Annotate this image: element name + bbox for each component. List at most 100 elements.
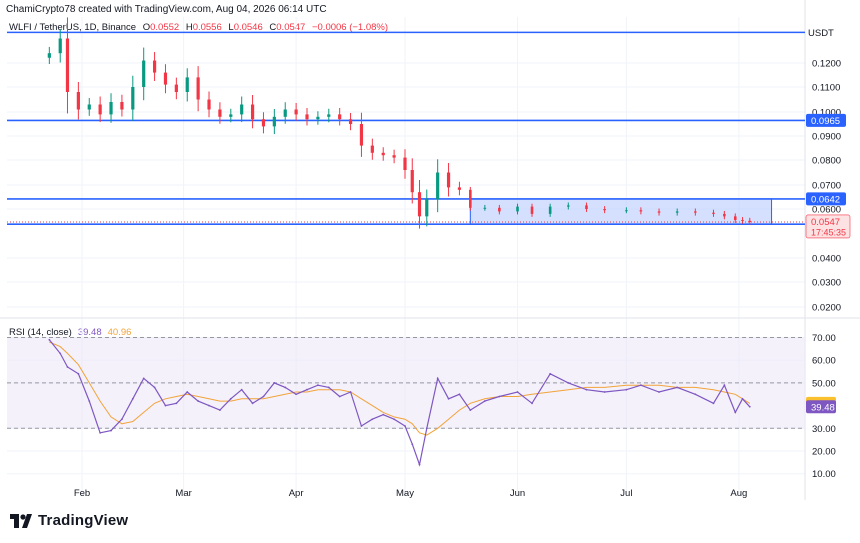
rsi-point [208, 404, 210, 407]
candle-body [483, 207, 487, 209]
candle-body [567, 205, 570, 207]
candle-body [657, 211, 661, 213]
rsi-axis-tick: 70.00 [812, 333, 836, 344]
low-label: L [228, 22, 234, 33]
rsi-point [48, 338, 51, 341]
rsi-point [382, 413, 385, 416]
candle-body [218, 109, 222, 117]
candle-body [370, 145, 374, 153]
rsi-point [88, 400, 91, 402]
candle-body [410, 170, 414, 193]
price-chart[interactable]: 0.1200 0.1100 0.1000 0.0900 0.0800 0.0700 0.06… [0, 0, 860, 500]
candle-body [425, 199, 429, 217]
candle-body [639, 210, 643, 212]
candle-body [87, 104, 91, 110]
current-price-value: 0.0547 [811, 217, 840, 228]
low-value: 0.0546 [233, 22, 263, 33]
candle-body [316, 116, 320, 120]
rsi-axis-tick: 30.00 [812, 424, 836, 435]
rsi-point [77, 372, 80, 375]
time-axis-tick: Apr [289, 488, 304, 499]
candle-body [185, 77, 189, 92]
rsi-point [603, 391, 606, 393]
rsi-point [723, 384, 726, 387]
rsi-point [284, 386, 287, 389]
candle-body [403, 157, 407, 170]
candle-body [240, 104, 244, 115]
rsi-point [639, 384, 642, 387]
symbol-name: WLFI / TetherUS, 1D, Binance [9, 22, 137, 33]
candle-body [65, 38, 70, 92]
rsi-point [110, 429, 112, 432]
candle-body [109, 102, 113, 115]
candle-body [294, 109, 298, 115]
consolidation-zone [469, 198, 773, 225]
candle-body [98, 104, 102, 115]
price-axis-tick: 0.0700 [812, 181, 841, 192]
rsi-point [251, 402, 254, 405]
candle-body [498, 207, 501, 212]
rsi-point [338, 395, 341, 398]
candle-body [694, 211, 697, 213]
candle-body [436, 172, 440, 200]
level-label: 0.0965 [811, 116, 840, 127]
rsi-ma-legend-value: 40.96 [107, 327, 132, 338]
candle-body [748, 220, 752, 222]
candle-body [348, 119, 353, 124]
price-label-bg [805, 214, 851, 239]
rsi-point [458, 393, 461, 396]
price-axis-tick: 0.0900 [812, 132, 841, 143]
time-axis-tick: Mar [175, 488, 191, 499]
candle-body [733, 216, 737, 221]
time-axis-tick: Aug [730, 488, 747, 499]
rsi-point [99, 431, 102, 434]
candle-body [675, 211, 679, 213]
rsi-point [567, 382, 570, 384]
candle-body [381, 152, 385, 156]
candle-body [131, 87, 135, 110]
candle-body [359, 124, 364, 146]
open-label: O [142, 22, 151, 33]
candle-body [723, 213, 726, 217]
rsi-point [741, 397, 744, 400]
price-axis-tick: 0.0300 [812, 278, 841, 289]
candle-body [446, 172, 451, 188]
candle-body [516, 206, 519, 212]
candle-body [392, 155, 396, 158]
candle-body [229, 114, 233, 117]
candle-body [469, 189, 472, 208]
price-axis-tick: 0.1200 [812, 59, 841, 70]
rsi-legend: RSI (14, close) 39.48 40.96 [9, 327, 131, 338]
candle-body [530, 206, 534, 214]
open-value: 0.0552 [150, 22, 180, 33]
candle-body [417, 192, 422, 217]
rsi-point [734, 411, 737, 414]
rsi-point [393, 418, 396, 421]
rsi-axis-tick: 50.00 [812, 378, 836, 389]
price-axis-tick: 0.1000 [812, 108, 841, 119]
rsi-axis-tick: 10.00 [812, 469, 836, 480]
rsi-point [327, 386, 330, 389]
candle-body [142, 60, 146, 87]
candle-body [712, 212, 715, 214]
rsi-point [316, 384, 319, 387]
price-axis-tick: 0.0200 [812, 303, 841, 314]
rsi-point [175, 402, 178, 405]
rsi-point [625, 388, 628, 391]
candle-body [272, 116, 276, 127]
time-axis-tick: May [396, 488, 414, 499]
candle-body [76, 92, 80, 110]
rsi-label: 39.48 [811, 402, 835, 413]
time-axis-tick: Feb [74, 488, 90, 499]
candle-body [327, 114, 331, 117]
rsi-point [66, 366, 69, 368]
rsi-point [411, 443, 414, 446]
candle-body [250, 104, 255, 120]
rsi-point [748, 405, 751, 408]
rsi-point [585, 388, 588, 391]
rsi-point [142, 377, 145, 380]
candle-body [585, 205, 588, 209]
tradingview-logo-icon [10, 513, 32, 528]
close-label: C [269, 22, 277, 33]
tradingview-brand: TradingView [38, 512, 129, 529]
